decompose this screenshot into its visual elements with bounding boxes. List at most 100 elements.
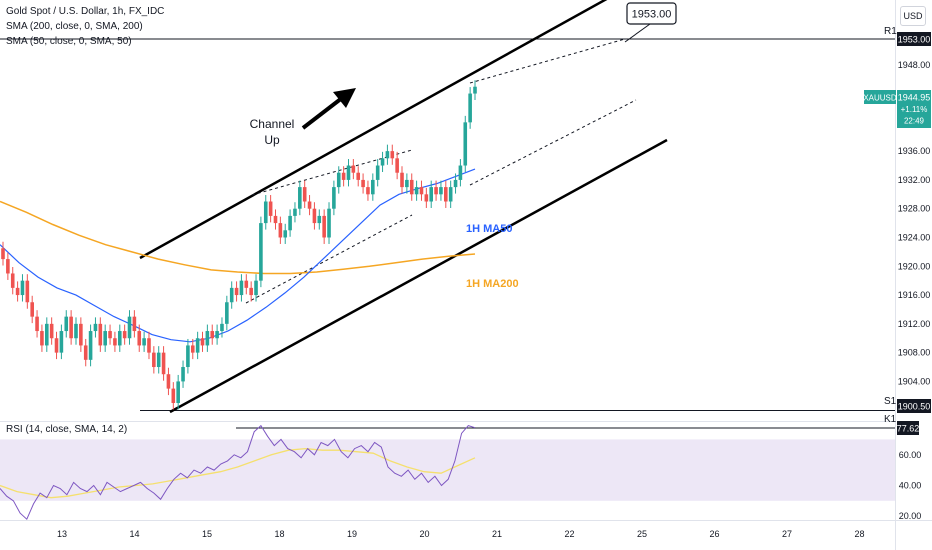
last-price-value: 1944.95 [898, 93, 931, 103]
candle [283, 230, 288, 238]
candle [74, 323, 78, 339]
target-callout-text: 1953.00 [632, 9, 672, 21]
candle [434, 187, 438, 195]
candle [385, 151, 390, 159]
time-tick: 25 [637, 529, 647, 539]
candle [113, 338, 117, 346]
target-callout-pointer [624, 23, 651, 43]
channel-arrow-head [333, 88, 356, 108]
candle [156, 352, 161, 368]
time-tick: 15 [202, 529, 212, 539]
candle [400, 172, 404, 188]
ma50-label: 1H MA50 [466, 223, 512, 235]
time-axis[interactable]: 13 14 15 18 19 20 21 22 25 26 27 28 [57, 529, 865, 539]
candle [195, 338, 200, 353]
candle [468, 93, 472, 123]
candle [341, 172, 346, 180]
candle [132, 316, 137, 332]
candle [322, 215, 326, 238]
candle [268, 201, 273, 216]
candle [176, 381, 180, 404]
chart-title[interactable]: Gold Spot / U.S. Dollar, 1h, FX_IDC [6, 6, 165, 17]
candle [215, 331, 219, 339]
candle [35, 316, 39, 332]
dashed-projection-lower [469, 99, 637, 186]
candle [64, 316, 69, 332]
rsi-legend[interactable]: RSI (14, close, SMA, 14, 2) [6, 424, 128, 435]
candle [205, 331, 210, 346]
candle [356, 172, 361, 180]
candle [20, 280, 25, 296]
candle [473, 86, 477, 94]
target-callout-box[interactable] [626, 2, 677, 25]
rsi-value: 77.62 [897, 424, 920, 434]
channel-lower-line[interactable] [169, 138, 668, 414]
candle [83, 345, 88, 360]
price-tick: 1912.00 [898, 319, 931, 329]
candle [293, 208, 297, 216]
candle [458, 165, 463, 180]
time-tick: 21 [492, 529, 502, 539]
price-tick: 1908.00 [898, 348, 931, 358]
candle [152, 352, 156, 368]
candle [336, 172, 341, 188]
channel-label-line1: Channel [250, 117, 295, 131]
candle [161, 352, 166, 375]
price-tick: 1936.00 [898, 146, 931, 156]
candle [263, 201, 268, 224]
r1-price-value: 1953.00 [898, 35, 931, 45]
candle [15, 287, 20, 296]
s1-price-value: 1900.50 [898, 402, 931, 412]
ma200-line [0, 200, 476, 275]
currency-button[interactable]: USD [900, 6, 926, 26]
time-tick: 27 [782, 529, 792, 539]
candle [88, 331, 93, 360]
sma50-legend[interactable]: SMA (50, close, 0, SMA, 50) [6, 36, 132, 47]
chart-legend: Gold Spot / U.S. Dollar, 1h, FX_IDC SMA … [6, 4, 164, 49]
price-tick: 1932.00 [898, 175, 931, 185]
candle [127, 316, 132, 339]
symbol-tag-text: XAUUSD [863, 94, 897, 103]
candle [142, 338, 146, 346]
s1-label: S1 [884, 396, 897, 407]
time-tick: 19 [347, 529, 357, 539]
channel-label-line2: Up [264, 133, 280, 147]
candle [10, 273, 15, 288]
price-tick: 1948.00 [898, 60, 931, 70]
rsi-ma-line [0, 447, 476, 499]
candle [108, 331, 112, 339]
candle [361, 179, 365, 188]
candle [98, 323, 103, 346]
candle [122, 331, 127, 339]
candle [147, 338, 151, 353]
price-tick: 1916.00 [898, 290, 931, 300]
dashed-lower-inner [245, 214, 413, 304]
candle [424, 194, 429, 202]
candle [395, 158, 399, 173]
last-price-tag [897, 90, 931, 128]
candle [273, 215, 278, 224]
ma200-label: 1H MA200 [466, 278, 519, 290]
sma200-legend[interactable]: SMA (200, close, 0, SMA, 200) [6, 21, 143, 32]
price-tick: 1920.00 [898, 261, 931, 271]
candle [254, 280, 258, 296]
rsi-axis[interactable]: 20.00 40.00 60.00 [899, 450, 922, 521]
candle [137, 331, 142, 346]
channel-upper-line[interactable] [139, 0, 612, 260]
candle [49, 323, 54, 339]
candle [171, 388, 176, 404]
rsi-tick: 40.00 [899, 480, 922, 490]
candle [249, 287, 253, 296]
candle [317, 215, 322, 224]
candle [225, 302, 229, 324]
candle [298, 187, 302, 209]
candle [40, 331, 44, 346]
candle [375, 165, 380, 180]
candle [390, 151, 395, 159]
candle [371, 179, 375, 195]
candle [220, 323, 224, 332]
candle [229, 287, 234, 303]
rsi-value-tag [897, 421, 919, 435]
candle [429, 187, 434, 202]
